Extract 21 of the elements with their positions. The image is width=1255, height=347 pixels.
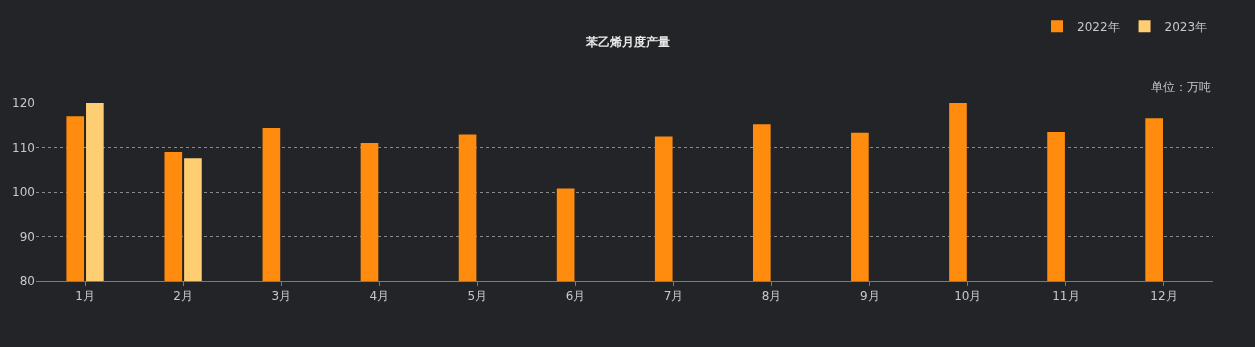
legend-label: 2022年 — [1077, 19, 1120, 34]
x-tick-label: 12月 — [1150, 289, 1178, 304]
x-tick-label: 8月 — [761, 289, 782, 304]
y-tick-label: 80 — [19, 274, 35, 289]
text: 单位：万吨 — [1151, 80, 1211, 94]
x-tick-label: 3月 — [271, 289, 292, 304]
x-tick-label: 9月 — [859, 289, 880, 304]
y-tick-label: 100 — [12, 185, 35, 200]
x-tick-label: 5月 — [467, 289, 488, 304]
legend-label: 2023年 — [1164, 19, 1208, 34]
chart-title: 苯乙烯月度产量 — [584, 34, 670, 49]
x-tick-label: 6月 — [565, 289, 586, 304]
y-tick-label: 110 — [12, 140, 35, 155]
x-tick-label: 11月 — [1052, 289, 1080, 304]
y-tick-label: 120 — [12, 96, 35, 111]
x-tick-label: 1月 — [75, 289, 95, 304]
x-tick-label: 10月 — [954, 289, 982, 304]
y-tick-label: 90 — [19, 229, 35, 244]
x-tick-label: 4月 — [369, 289, 390, 304]
x-tick-label: 2月 — [173, 289, 193, 304]
x-tick-label: 7月 — [663, 289, 684, 304]
